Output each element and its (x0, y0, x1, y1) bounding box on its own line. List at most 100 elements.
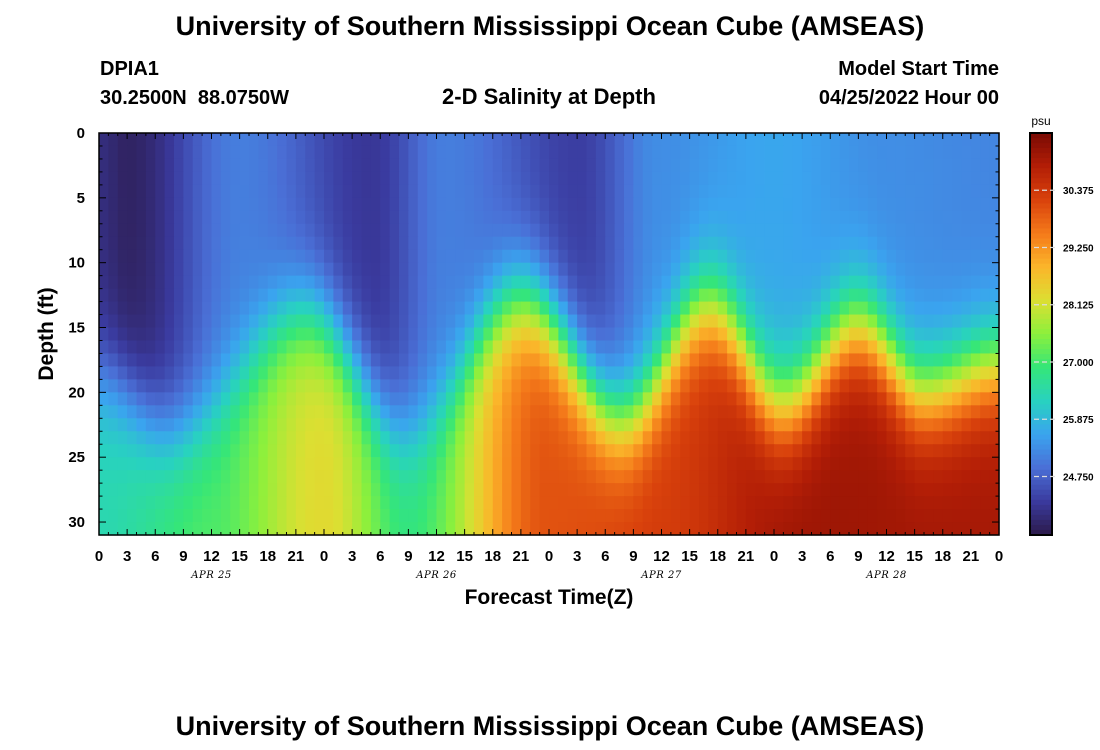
heatmap-cell (202, 392, 213, 406)
heatmap-cell (174, 392, 184, 406)
y-tick-label: 5 (77, 190, 85, 207)
heatmap-cell (867, 236, 878, 251)
heatmap-cell (886, 379, 897, 393)
heatmap-cell (342, 262, 353, 277)
heatmap-cell (464, 288, 475, 303)
heatmap-cell (895, 249, 906, 264)
heatmap-cell (914, 522, 925, 536)
heatmap-cell (220, 340, 231, 355)
heatmap-cell (811, 496, 822, 510)
heatmap-cell (267, 133, 278, 147)
heatmap-cell (295, 522, 306, 536)
heatmap-cell (811, 210, 822, 225)
heatmap-cell (277, 275, 288, 290)
heatmap-cell (680, 366, 691, 380)
heatmap-cell (192, 158, 203, 173)
heatmap-cell (745, 197, 756, 212)
heatmap-cell (717, 522, 728, 536)
heatmap-cell (886, 418, 897, 432)
heatmap-cell (127, 158, 138, 173)
heatmap-cell (652, 431, 663, 445)
heatmap-cell (99, 418, 109, 432)
heatmap-cell (764, 223, 775, 238)
heatmap-cell (305, 392, 316, 406)
heatmap-cell (670, 288, 681, 303)
heatmap-cell (305, 171, 316, 186)
heatmap-cell (652, 418, 663, 432)
heatmap-cell (774, 210, 784, 225)
heatmap-cell (183, 275, 194, 290)
heatmap-cell (145, 444, 156, 458)
heatmap-cell (689, 197, 700, 212)
heatmap-cell (417, 288, 428, 303)
heatmap-cell (652, 509, 663, 523)
colorbar-cell (1030, 409, 1052, 416)
heatmap-cell (230, 509, 241, 523)
heatmap-cell (295, 223, 306, 238)
heatmap-cell (136, 405, 147, 419)
heatmap-cell (633, 483, 644, 497)
heatmap-cell (202, 340, 213, 355)
heatmap-cell (839, 184, 850, 199)
heatmap-cell (389, 418, 400, 432)
heatmap-cell (520, 327, 531, 342)
heatmap-cell (661, 392, 672, 406)
heatmap-cell (755, 418, 766, 432)
heatmap-cell (117, 353, 128, 368)
heatmap-cell (914, 262, 925, 277)
heatmap-cell (324, 509, 334, 523)
heatmap-cell (811, 509, 822, 523)
heatmap-cell (155, 444, 166, 458)
heatmap-cell (905, 158, 916, 173)
heatmap-cell (230, 522, 241, 536)
heatmap-cell (933, 236, 944, 251)
heatmap-cell (755, 496, 766, 510)
heatmap-cell (502, 509, 513, 523)
heatmap-cell (352, 431, 363, 445)
heatmap-cell (239, 431, 250, 445)
heatmap-cell (305, 223, 316, 238)
heatmap-cell (342, 496, 353, 510)
heatmap-cell (567, 210, 578, 225)
heatmap-cell (249, 184, 259, 199)
heatmap-cell (389, 431, 400, 445)
heatmap-cell (830, 522, 841, 536)
heatmap-cell (586, 509, 597, 523)
x-tick-label: 9 (629, 548, 637, 565)
heatmap-cell (820, 353, 831, 368)
heatmap-cell (502, 262, 513, 277)
heatmap-cell (783, 392, 794, 406)
heatmap-cell (155, 288, 166, 303)
heatmap-cell (389, 236, 400, 251)
heatmap-cell (605, 184, 616, 199)
heatmap-cell (961, 249, 972, 264)
heatmap-cell (342, 249, 353, 264)
heatmap-cell (577, 509, 588, 523)
heatmap-cell (802, 275, 813, 290)
heatmap-cell (802, 184, 813, 199)
heatmap-cell (530, 133, 541, 147)
heatmap-cell (530, 340, 541, 355)
heatmap-cell (483, 184, 494, 199)
heatmap-cell (849, 457, 859, 471)
heatmap-cell (314, 249, 325, 264)
heatmap-cell (277, 379, 288, 393)
heatmap-cell (370, 353, 381, 368)
heatmap-cell (858, 366, 869, 380)
heatmap-cell (202, 158, 213, 173)
heatmap-cell (624, 171, 634, 186)
heatmap-cell (745, 444, 756, 458)
colorbar-cell (1030, 138, 1052, 144)
heatmap-cell (539, 249, 550, 264)
heatmap-cell (539, 133, 550, 147)
heatmap-cell (942, 405, 953, 419)
heatmap-cell (886, 444, 897, 458)
heatmap-cell (877, 314, 888, 329)
heatmap-cell (314, 236, 325, 251)
heatmap-cell (183, 392, 194, 406)
heatmap-cell (961, 392, 972, 406)
heatmap-cell (736, 236, 747, 251)
heatmap-cell (539, 353, 550, 368)
heatmap-cell (708, 496, 719, 510)
heatmap-cell (192, 379, 203, 393)
